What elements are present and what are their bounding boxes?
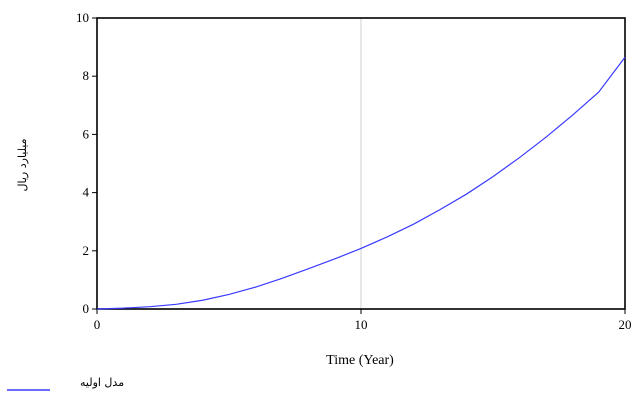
- axes: 0 10 20 0 2 4 6 8 10: [76, 10, 632, 332]
- y-tick-label: 10: [76, 10, 89, 25]
- series-layer: [96, 56, 626, 310]
- x-tick-label: 20: [619, 317, 632, 332]
- y-tick-label: 6: [83, 126, 90, 141]
- x-tick-label: 0: [94, 317, 101, 332]
- series-line: [96, 56, 626, 310]
- y-tick-label: 0: [83, 301, 90, 316]
- legend: مدل اولیه: [7, 376, 124, 391]
- y-tick-label: 2: [83, 243, 90, 258]
- x-axis-label: Time (Year): [326, 353, 394, 368]
- y-axis-label: میلیارد ریال: [16, 138, 29, 191]
- y-tick-label: 4: [83, 185, 90, 200]
- legend-label: مدل اولیه: [80, 376, 124, 389]
- plot-area: [97, 18, 625, 309]
- x-tick-label: 10: [355, 317, 368, 332]
- y-tick-label: 8: [83, 68, 90, 83]
